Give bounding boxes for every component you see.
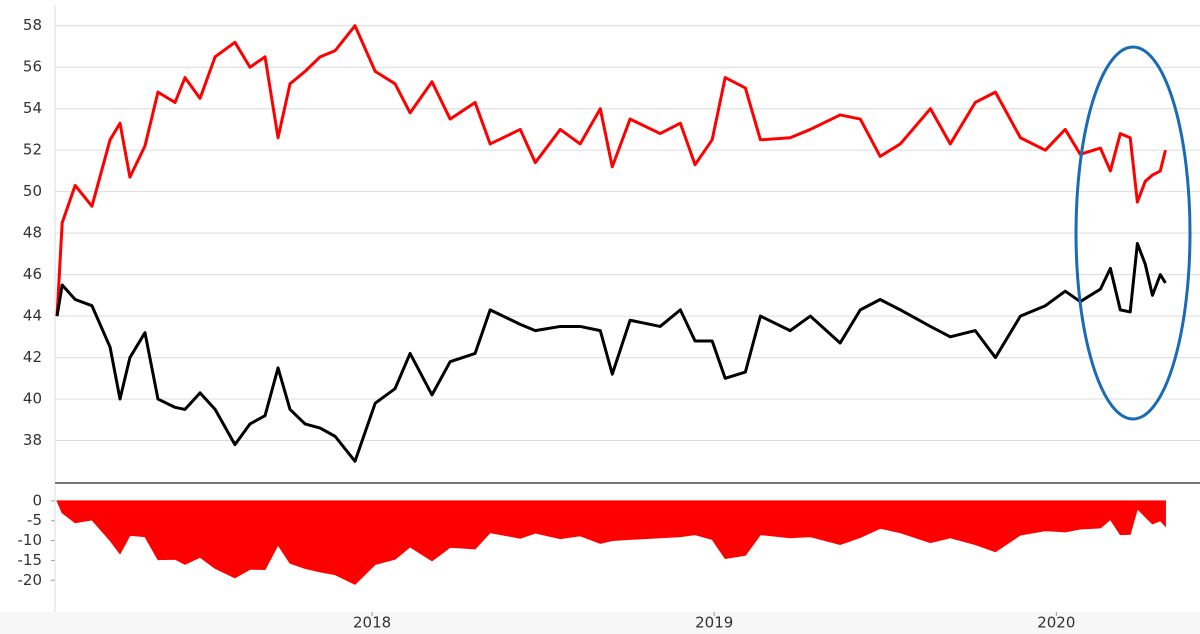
y-tick-label: 44 (23, 307, 42, 325)
plot: 38 40 42 44 46 48 50 52 54 56 58 0 -5 -10 -15 -20 2018 20… (18, 5, 1200, 632)
y-tick-label: 40 (23, 390, 42, 408)
x-tick-label: 2019 (695, 614, 733, 632)
y-tick-label: 58 (23, 16, 42, 34)
y-tick-label: 50 (23, 182, 42, 200)
y-tick-label: -5 (27, 511, 42, 529)
y-tick-label: -15 (18, 551, 43, 569)
x-tick-label: 2020 (1037, 614, 1075, 632)
y-tick-label: 52 (23, 141, 42, 159)
x-tick-label: 2018 (353, 614, 391, 632)
x-axis-band (0, 612, 1200, 634)
line-series (55, 242, 1167, 463)
y-tick-label: 42 (23, 348, 42, 366)
y-tick-label: 56 (23, 58, 42, 76)
line-series (55, 24, 1167, 317)
area (56, 500, 1166, 585)
y-tick-label: 54 (23, 99, 42, 117)
y-tick-label: 46 (23, 265, 42, 283)
y-tick-label: 0 (32, 491, 42, 509)
y-tick-label: 38 (23, 431, 42, 449)
y-tick-label: 48 (23, 224, 42, 242)
highlight-ellipse (1074, 45, 1192, 421)
y-tick-label: -10 (18, 531, 43, 549)
y-tick-label: -20 (18, 571, 43, 589)
